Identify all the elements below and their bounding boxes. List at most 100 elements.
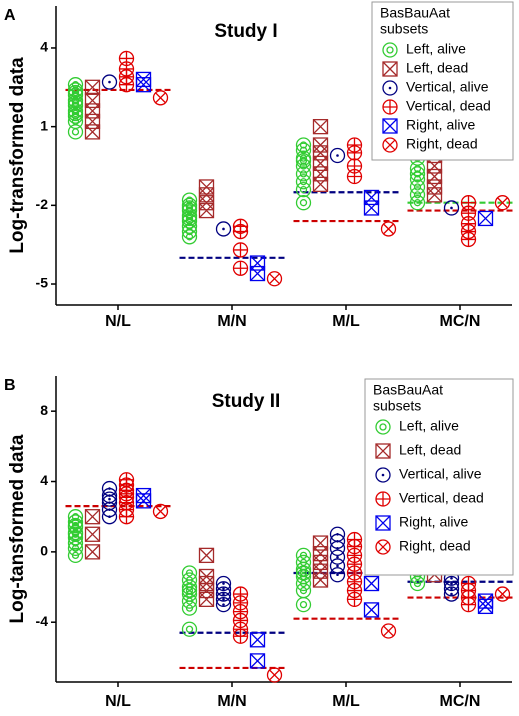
point	[232, 242, 249, 258]
legend-marker	[382, 99, 398, 115]
legend-label: Vertical, alive	[399, 466, 482, 482]
legend-marker	[382, 42, 398, 58]
point	[249, 255, 266, 271]
point	[198, 547, 215, 564]
point	[443, 581, 460, 597]
legend-label: Left, dead	[399, 442, 461, 458]
point	[67, 526, 84, 542]
legend-title: subsets	[380, 21, 428, 37]
point	[249, 632, 266, 648]
point	[84, 544, 101, 560]
x-tick-label: N/L	[105, 313, 131, 330]
point	[363, 602, 380, 618]
point	[215, 586, 232, 602]
point	[312, 166, 329, 182]
point	[152, 90, 169, 106]
point	[380, 221, 397, 237]
point	[198, 202, 215, 219]
point	[198, 187, 215, 203]
legend-marker	[382, 137, 398, 153]
point	[84, 509, 101, 525]
point	[363, 189, 380, 206]
point	[494, 586, 511, 602]
point	[312, 137, 329, 153]
point	[101, 509, 118, 525]
point	[84, 103, 101, 119]
point	[312, 563, 329, 579]
point	[409, 575, 426, 592]
y-tick-label: -4	[36, 613, 49, 629]
point	[295, 137, 312, 153]
point	[84, 113, 101, 130]
point	[215, 575, 232, 592]
x-tick-label: MC/N	[440, 693, 481, 710]
legend-label: Left, alive	[399, 418, 459, 434]
y-tick-label: -5	[36, 275, 49, 291]
point	[101, 491, 118, 507]
point	[329, 147, 346, 164]
point	[409, 171, 426, 187]
point	[84, 526, 101, 542]
point	[215, 581, 232, 597]
point	[198, 591, 215, 607]
point	[312, 176, 329, 193]
panel: B Study II Log-tansformed data 8 4 0 -4 N/L M/N M…	[4, 376, 514, 710]
x-tick-label: M/L	[332, 313, 360, 330]
point	[135, 493, 152, 509]
point	[380, 623, 397, 639]
point	[67, 535, 84, 551]
point	[295, 153, 312, 169]
point	[443, 586, 460, 602]
point	[346, 168, 363, 185]
point	[460, 231, 477, 248]
point	[409, 179, 426, 195]
legend-marker	[375, 539, 391, 555]
point	[409, 166, 426, 182]
y-tick-label: 4	[40, 472, 48, 488]
point	[312, 155, 329, 172]
point	[312, 554, 329, 571]
point	[426, 168, 443, 185]
legend-marker	[375, 443, 391, 459]
point	[67, 105, 84, 122]
legend-label: Right, dead	[399, 538, 471, 554]
point	[84, 124, 101, 140]
point	[312, 118, 329, 135]
legend-label: Right, alive	[399, 514, 468, 530]
point	[152, 503, 169, 520]
point	[232, 628, 249, 644]
point	[477, 598, 494, 615]
legend-marker	[375, 467, 391, 483]
x-tick-label: M/N	[217, 693, 246, 710]
point	[426, 179, 443, 195]
point	[181, 621, 198, 637]
y-axis-label: Log-transformed data	[7, 57, 28, 254]
point	[409, 195, 426, 211]
point	[198, 179, 215, 195]
point	[84, 79, 101, 95]
legend-marker	[375, 515, 391, 531]
point	[118, 77, 135, 93]
panel-label: A	[4, 7, 16, 24]
point	[181, 210, 198, 227]
point	[101, 74, 118, 90]
point	[346, 591, 363, 607]
point	[295, 596, 312, 613]
point	[215, 591, 232, 607]
point	[363, 575, 380, 592]
point	[295, 195, 312, 211]
point	[135, 77, 152, 93]
point	[443, 575, 460, 592]
legend-title: BasBauAat	[380, 5, 450, 21]
point	[329, 540, 346, 556]
point	[249, 653, 266, 669]
legend-label: Vertical, alive	[406, 79, 489, 95]
x-tick-label: M/L	[332, 693, 360, 710]
y-axis-label: Log-tansformed data	[7, 434, 28, 623]
legend-marker	[382, 61, 398, 77]
point	[181, 582, 198, 599]
legend-marker	[375, 419, 391, 435]
